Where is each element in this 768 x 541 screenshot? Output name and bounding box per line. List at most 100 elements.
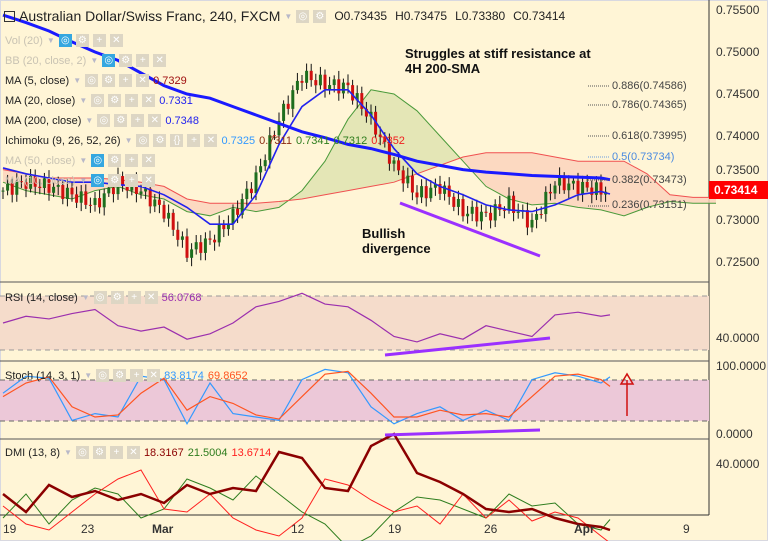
close-icon[interactable]: ✕	[142, 154, 156, 167]
symbol-title[interactable]: Australian Dollar/Swiss Franc, 240, FXCM	[19, 8, 281, 24]
legend-hidden-ma-2[interactable]: MA (10, close) ▼ ◎ ⚙ + ✕	[5, 174, 156, 187]
legend-dmi[interactable]: DMI (13, 8) ▼ ◎ ⚙ + ✕ 18.3167 21.5004 13.6714	[5, 446, 271, 459]
plus-icon[interactable]: +	[125, 94, 139, 107]
close-icon[interactable]: ✕	[136, 74, 150, 87]
gear-icon[interactable]: ⚙	[92, 446, 106, 459]
legend-vol[interactable]: Vol (20) ▼ ◎ ⚙ + ✕	[5, 34, 123, 47]
chevron-down-icon[interactable]: ▼	[90, 56, 99, 65]
close-icon[interactable]: ✕	[204, 134, 218, 147]
plus-icon[interactable]: +	[187, 134, 201, 147]
chevron-down-icon[interactable]: ▼	[284, 11, 293, 21]
chevron-down-icon[interactable]: ▼	[79, 156, 88, 165]
gear-icon[interactable]: ⚙	[153, 134, 167, 147]
plus-icon[interactable]: +	[125, 174, 139, 187]
chevron-down-icon[interactable]: ▼	[79, 96, 88, 105]
close-icon[interactable]: ✕	[142, 94, 156, 107]
gear-icon[interactable]: ⚙	[108, 154, 122, 167]
close-icon[interactable]: ✕	[109, 34, 123, 47]
close-icon[interactable]: ✕	[142, 174, 156, 187]
eye-icon[interactable]: ◎	[136, 134, 150, 147]
candle	[571, 180, 575, 184]
chevron-down-icon[interactable]: ▼	[124, 136, 133, 145]
ma200-value: 0.7348	[165, 114, 199, 127]
plus-di-value: 21.5004	[187, 446, 228, 459]
chevron-down-icon[interactable]: ▼	[81, 293, 90, 302]
collapse-icon[interactable]	[4, 10, 15, 22]
gear-icon[interactable]: ⚙	[75, 34, 89, 47]
legend-ichimoku[interactable]: Ichimoku (9, 26, 52, 26) ▼ ◎ ⚙{} + ✕ 0.7325 0…	[5, 134, 405, 147]
braces-icon[interactable]: {}	[170, 134, 184, 147]
eye-icon[interactable]: ◎	[96, 369, 110, 382]
eye-icon[interactable]: ◎	[91, 94, 105, 107]
eye-icon[interactable]: ◎	[91, 174, 105, 187]
candle	[530, 219, 534, 228]
cloud-segment	[325, 119, 348, 195]
eye-icon[interactable]: ◎	[85, 74, 99, 87]
legend-ma20[interactable]: MA (20, close) ▼ ◎ ⚙ + ✕ 0.7331	[5, 94, 193, 107]
gear-icon[interactable]: ⚙	[113, 369, 127, 382]
chevron-down-icon[interactable]: ▼	[85, 116, 94, 125]
close-icon[interactable]: ✕	[148, 114, 162, 127]
eye-icon[interactable]: ◎	[296, 9, 310, 23]
candle	[19, 181, 23, 183]
gear-icon[interactable]: ⚙	[102, 74, 116, 87]
legend-bb[interactable]: BB (20, close, 2) ▼ ◎ ⚙ + ✕	[5, 54, 167, 67]
ma200-label: MA (200, close)	[5, 114, 82, 127]
close-icon[interactable]: ✕	[126, 446, 140, 459]
gear-icon[interactable]: ⚙	[108, 174, 122, 187]
eye-icon[interactable]: ◎	[97, 114, 111, 127]
plus-icon[interactable]: +	[136, 54, 150, 67]
plus-icon[interactable]: +	[131, 114, 145, 127]
legend-hidden-ma[interactable]: MA (50, close) ▼ ◎ ⚙ + ✕	[5, 154, 156, 167]
gear-icon[interactable]: ⚙	[119, 54, 133, 67]
candle	[125, 184, 129, 191]
plus-icon[interactable]: +	[109, 446, 123, 459]
cloud-segment	[210, 203, 233, 216]
chevron-down-icon[interactable]: ▼	[84, 371, 93, 380]
eye-icon[interactable]: ◎	[93, 291, 107, 304]
cloud-segment	[601, 161, 624, 216]
candle	[98, 198, 102, 208]
close-icon[interactable]: ✕	[153, 54, 167, 67]
close-icon[interactable]: ✕	[144, 291, 158, 304]
dmi-label: DMI (13, 8)	[5, 446, 61, 459]
candle	[203, 238, 207, 253]
gear-icon[interactable]: ⚙	[108, 94, 122, 107]
fib-label-0236: 0.236(0.73151)	[612, 199, 687, 211]
chevron-down-icon[interactable]: ▼	[73, 76, 82, 85]
candle	[167, 212, 171, 219]
gear-icon[interactable]: ⚙	[313, 9, 327, 23]
gear-icon[interactable]: ⚙	[110, 291, 124, 304]
candle	[585, 181, 589, 188]
plus-icon[interactable]: +	[127, 291, 141, 304]
legend-stoch[interactable]: Stoch (14, 3, 1) ▼ ◎ ⚙ + ✕ 83.8174 69.8652	[5, 369, 248, 382]
chevron-down-icon[interactable]: ▼	[46, 36, 55, 45]
symbol-header: Australian Dollar/Swiss Franc, 240, FXCM…	[4, 8, 565, 24]
legend-ma200[interactable]: MA (200, close) ▼ ◎ ⚙ + ✕ 0.7348	[5, 114, 199, 127]
candle	[259, 166, 263, 173]
plus-icon[interactable]: +	[119, 74, 133, 87]
eye-icon[interactable]: ◎	[75, 446, 89, 459]
eye-icon[interactable]: ◎	[91, 154, 105, 167]
legend-ma5[interactable]: MA (5, close) ▼ ◎ ⚙ + ✕ 0.7329	[5, 74, 187, 87]
divergence-annotation: Bullish divergence	[362, 226, 431, 256]
eye-icon[interactable]: ◎	[102, 54, 116, 67]
eye-icon[interactable]: ◎	[58, 34, 72, 47]
candle	[245, 188, 249, 200]
candle	[323, 74, 327, 90]
chevron-down-icon[interactable]: ▼	[79, 176, 88, 185]
chevron-down-icon[interactable]: ▼	[64, 448, 72, 457]
legend-rsi[interactable]: RSI (14, close) ▼ ◎ ⚙ + ✕ 56.0768	[5, 291, 201, 304]
candle	[525, 210, 529, 228]
candle	[93, 198, 97, 205]
plus-icon[interactable]: +	[130, 369, 144, 382]
candle	[558, 175, 562, 186]
candle	[153, 199, 157, 207]
plus-icon[interactable]: +	[92, 34, 106, 47]
gear-icon[interactable]: ⚙	[114, 114, 128, 127]
close-icon[interactable]: ✕	[147, 369, 161, 382]
candle	[24, 182, 28, 189]
candle	[553, 185, 557, 194]
plus-icon[interactable]: +	[125, 154, 139, 167]
